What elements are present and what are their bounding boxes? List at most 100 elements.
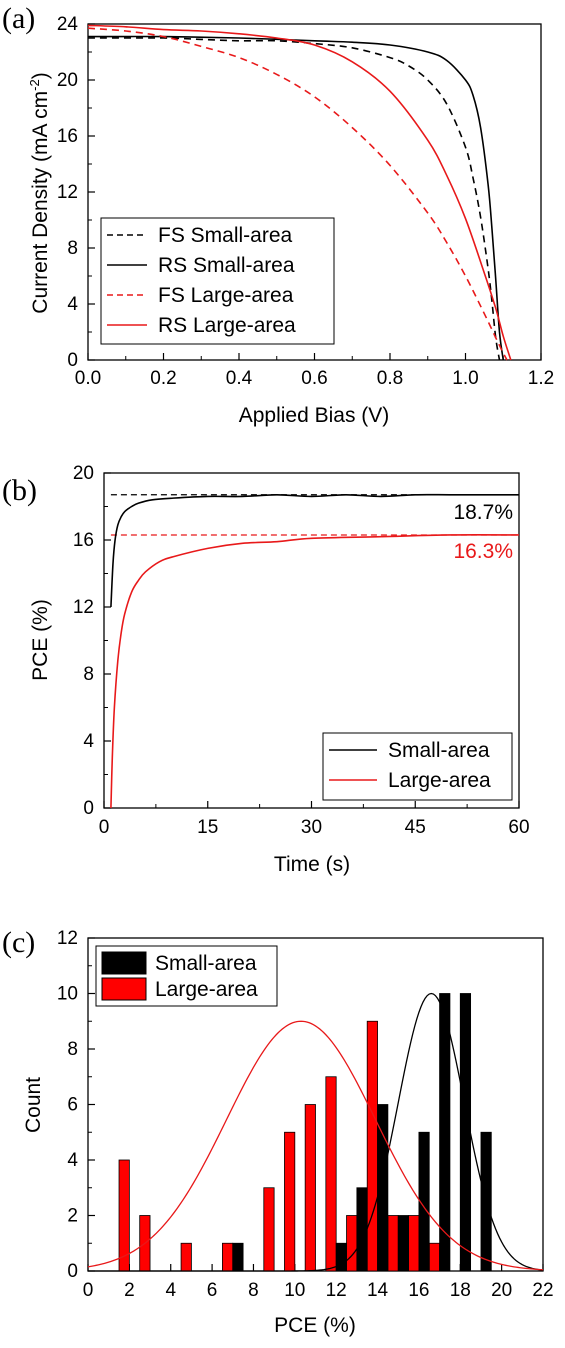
panel-a-xtick-label: 0.4: [226, 368, 253, 389]
panel-c-label: (c): [2, 926, 35, 959]
legend-swatch-small-area: [101, 951, 147, 975]
panel-a-xaxis-title: Applied Bias (V): [239, 404, 390, 427]
bar-large-area: [366, 1020, 378, 1272]
panel-b-series: [110, 493, 520, 809]
series-line-large-area: [110, 534, 520, 809]
bar-small-area: [439, 993, 451, 1272]
panel-c-bars: [118, 993, 492, 1272]
panel-a-ytick-label: 16: [57, 126, 78, 147]
panel-b-xaxis-title: Time (s): [274, 853, 350, 876]
panel-c-xtick-label: 10: [284, 1280, 305, 1301]
panel-b-annotation-small: 18.7%: [453, 501, 513, 524]
series-line-rs-large-area: [87, 24, 512, 361]
panel-a-ytick-label: 20: [57, 70, 78, 91]
panel-c-ytick-label: 12: [57, 928, 78, 949]
panel-b: (b) 18.7% 16.3% 0 15 30 45 60 0 4 8 12 1…: [2, 463, 530, 876]
panel-a-yaxis-title-sup: -2: [27, 79, 42, 91]
bar-small-area: [397, 1215, 409, 1272]
panel-b-xtick-label: 30: [301, 817, 322, 838]
panel-a-xtick-label: 1.2: [528, 368, 554, 389]
panel-b-ytick-label: 16: [73, 530, 94, 551]
series-line-small-area: [110, 493, 519, 608]
bar-large-area: [180, 1242, 192, 1272]
panel-a-xtick-label: 0.2: [150, 368, 176, 389]
bar-large-area: [222, 1242, 234, 1272]
panel-c-xtick-label: 14: [367, 1280, 389, 1301]
series-line-fs-large-area: [87, 27, 508, 361]
bar-large-area: [346, 1215, 358, 1272]
panel-a-yaxis-title-main: Current Density (mA cm: [29, 91, 52, 314]
bar-large-area: [325, 1076, 337, 1272]
panel-b-xtick-label: 15: [197, 817, 218, 838]
bar-large-area: [408, 1215, 420, 1272]
panel-b-label: (b): [2, 474, 37, 507]
fit-curve-small-area: [88, 992, 544, 1272]
panel-c-xtick-label: 8: [248, 1280, 259, 1301]
legend-label-small-area: Small-area: [155, 952, 257, 975]
panel-a-ytick-label: 8: [67, 238, 78, 259]
panel-a-ytick-label: 0: [67, 350, 78, 371]
legend-label-large-area: Large-area: [155, 978, 258, 1001]
panel-c-xtick-label: 2: [124, 1280, 135, 1301]
panel-b-ytick-label: 4: [83, 731, 94, 752]
panel-c-ytick-label: 0: [67, 1261, 78, 1282]
panel-a-xtick-label: 0.0: [75, 368, 101, 389]
panel-c-xtick-label: 16: [408, 1280, 429, 1301]
panel-b-ytick-label: 12: [73, 597, 94, 618]
series-line-fs-small-area: [87, 37, 501, 361]
panel-c-xaxis-title: PCE (%): [274, 1314, 356, 1337]
panel-c-xtick-label: 18: [450, 1280, 471, 1301]
panel-c-yaxis-title: Count: [22, 1077, 45, 1133]
panel-c-ytick-label: 8: [67, 1039, 78, 1060]
bar-small-area: [459, 993, 472, 1272]
panel-a: (a) 0.0 0.2 0.4 0.6 0.8 1.0 1.2 0 4 8 12…: [2, 2, 554, 427]
panel-c-ytick-label: 6: [67, 1095, 78, 1116]
bar-large-area: [284, 1131, 296, 1272]
panel-a-ytick-label: 24: [57, 14, 79, 35]
panel-b-ytick-label: 8: [83, 664, 94, 685]
panel-c-xtick-label: 4: [165, 1280, 176, 1301]
panel-c-ytick-label: 2: [67, 1206, 78, 1227]
panel-a-label: (a): [2, 2, 35, 35]
bar-small-area: [377, 1104, 389, 1272]
bar-small-area: [356, 1187, 368, 1272]
panel-b-yaxis-title: PCE (%): [29, 599, 52, 681]
panel-b-annotation-large: 16.3%: [453, 540, 513, 563]
panel-a-xtick-label: 0.6: [301, 368, 327, 389]
panel-c: (c) 0 2 4 6 8 10 12 14 16 18 20 22 0 2 4…: [2, 926, 554, 1337]
panel-c-xtick-label: 20: [491, 1280, 512, 1301]
panel-a-legend-box: [100, 217, 335, 345]
panel-c-ytick-label: 4: [67, 1150, 78, 1171]
panel-a-legend: FS Small-area RS Small-area FS Large-are…: [100, 217, 335, 345]
panel-c-ytick-label: 10: [57, 984, 78, 1005]
bar-large-area: [428, 1242, 440, 1272]
panel-b-legend-box: [322, 732, 513, 801]
legend-label-rs-large: RS Large-area: [158, 314, 296, 337]
panel-b-ytick-label: 20: [73, 463, 94, 484]
panel-a-yaxis-title-tail: ): [29, 72, 52, 79]
legend-label-large: Large-area: [388, 769, 491, 792]
legend-label-rs-small: RS Small-area: [158, 254, 295, 277]
panel-a-xtick-label: 1.0: [452, 368, 478, 389]
panel-a-ytick-label: 4: [67, 294, 78, 315]
panel-b-xtick-label: 60: [508, 817, 529, 838]
legend-label-fs-small: FS Small-area: [158, 224, 293, 247]
panel-b-xtick-label: 0: [99, 817, 110, 838]
panel-c-xtick-label: 0: [83, 1280, 94, 1301]
panel-a-series: [87, 24, 512, 361]
panel-b-xtick-label: 45: [405, 817, 426, 838]
bar-small-area: [335, 1242, 347, 1272]
bar-large-area: [304, 1104, 316, 1272]
legend-swatch-large-area: [101, 977, 147, 1001]
bar-small-area: [232, 1242, 244, 1272]
panel-a-ytick-label: 12: [57, 182, 78, 203]
panel-c-xtick-label: 12: [326, 1280, 347, 1301]
panel-b-ytick-label: 0: [83, 798, 94, 819]
panel-a-xtick-label: 0.8: [377, 368, 403, 389]
panel-c-xtick-label: 22: [532, 1280, 553, 1301]
panel-c-xtick-label: 6: [207, 1280, 218, 1301]
bar-large-area: [263, 1187, 275, 1272]
bar-large-area: [387, 1215, 399, 1272]
legend-label-small: Small-area: [388, 739, 490, 762]
